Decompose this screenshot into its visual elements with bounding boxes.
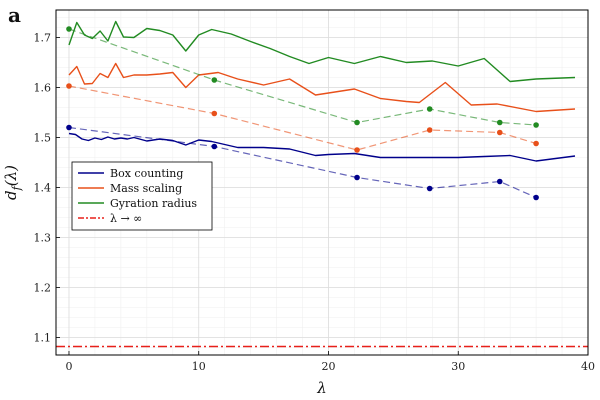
y-tick-label: 1.4 (34, 182, 52, 195)
series-marker (211, 143, 218, 150)
y-tick-label: 1.6 (34, 82, 52, 95)
legend-label: λ → ∞ (110, 212, 142, 225)
series-marker (211, 110, 218, 117)
y-tick-label: 1.2 (34, 282, 52, 295)
x-axis-label: λ (316, 379, 327, 397)
legend: Box counting Mass scaling Gyration radius λ… (71, 161, 213, 231)
series-marker (66, 124, 72, 131)
x-tick-label: 10 (192, 360, 206, 373)
series-line-3 (68, 126, 537, 199)
series-line-2 (68, 20, 576, 83)
series-marker (426, 127, 433, 133)
series-marker (533, 122, 539, 128)
series-line-0 (68, 132, 576, 162)
series-marker (66, 83, 72, 89)
series-marker (496, 178, 503, 185)
grid (56, 10, 589, 355)
series-marker (66, 26, 72, 32)
axis-ticks: 0 10 20 30 40 1.1 1.2 1.3 1.4 1.5 1.6 1.7 (34, 32, 596, 374)
series-line-1 (68, 62, 576, 113)
series-marker (426, 106, 433, 112)
series-marker (496, 119, 503, 126)
y-tick-label: 1.5 (34, 132, 52, 145)
legend-label: Gyration radius (110, 197, 197, 210)
y-tick-label: 1.7 (34, 32, 52, 45)
series-marker (211, 77, 218, 83)
y-tick-label: 1.1 (34, 332, 52, 345)
x-tick-label: 0 (65, 360, 72, 373)
series-marker (496, 129, 503, 136)
x-tick-label: 20 (321, 360, 335, 373)
series-marker (354, 147, 360, 153)
x-tick-label: 40 (581, 360, 595, 373)
series-line-5 (68, 28, 537, 126)
x-tick-label: 30 (451, 360, 465, 373)
series-group (56, 20, 588, 348)
series-marker (533, 140, 539, 147)
panel-label: a (8, 3, 21, 27)
legend-label: Mass scaling (110, 182, 182, 195)
legend-label: Box counting (110, 167, 183, 180)
series-marker (426, 185, 433, 192)
y-axis-label: df(λ) (2, 165, 23, 200)
series-line-4 (68, 85, 537, 151)
plot-frame (55, 9, 589, 356)
y-axis-label-text: df(λ) (2, 165, 23, 200)
series-marker (354, 119, 360, 126)
series-marker (354, 174, 360, 181)
series-marker (533, 194, 539, 201)
y-tick-label: 1.3 (34, 232, 52, 245)
